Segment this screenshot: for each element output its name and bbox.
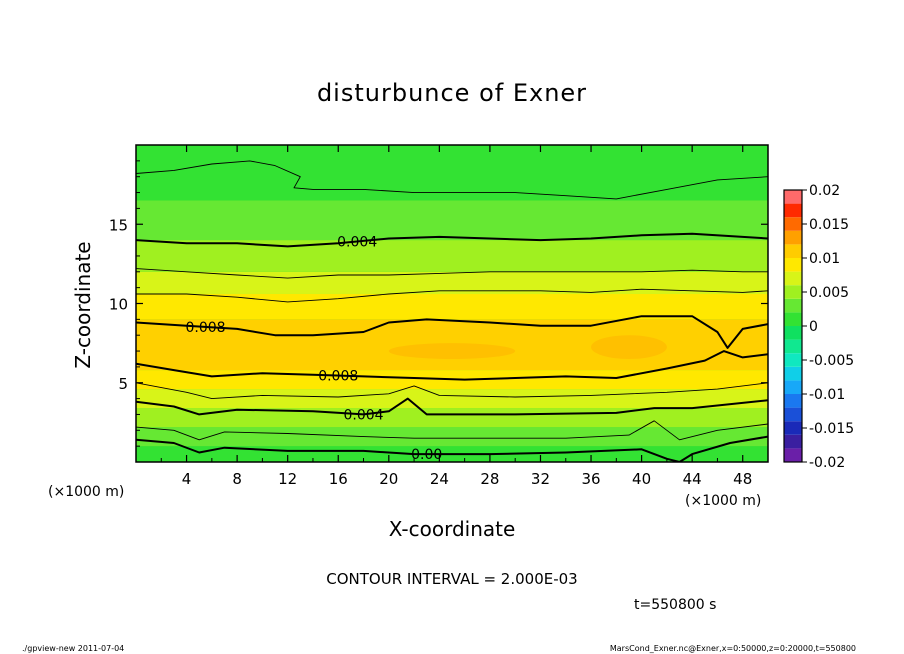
- colorbar-swatch-1: [784, 434, 802, 449]
- footer-right: MarsCond_Exner.nc@Exner,x=0:50000,z=0:20…: [610, 644, 856, 653]
- contour-line-1: [136, 420, 768, 441]
- footer-left: ./gpview-new 2011-07-04: [22, 644, 124, 653]
- contour-label-0: 0.00: [411, 447, 442, 463]
- colorbar-swatch-16: [784, 230, 802, 245]
- colorbar-label-6: -0.01: [809, 387, 845, 403]
- colorbar-label-5: -0.005: [809, 353, 854, 369]
- colorbar-label-3: 0.005: [809, 285, 849, 301]
- x-tick-label-4: 20: [379, 470, 398, 488]
- contour-label-5: 0.008: [185, 320, 225, 336]
- y-tick-label-1: 10: [109, 296, 128, 314]
- x-axis-label: X-coordinate: [389, 517, 516, 541]
- contour-line-2: [136, 397, 768, 416]
- colorbar-swatch-19: [784, 190, 802, 204]
- y-tick-label-0: 5: [118, 375, 128, 393]
- colorbar-swatch-9: [784, 326, 802, 340]
- contour-line-8: [136, 232, 768, 248]
- x-tick-label-10: 44: [683, 470, 702, 488]
- colorbar-swatch-10: [784, 312, 802, 326]
- contour-line-6: [136, 288, 768, 303]
- colorbar-label-7: -0.015: [809, 421, 854, 437]
- x-tick-label-3: 16: [329, 470, 348, 488]
- y-tick-label-2: 15: [109, 216, 128, 234]
- colorbar-swatch-7: [784, 353, 802, 367]
- contour-line-5: [136, 315, 768, 349]
- colorbar-swatch-3: [784, 407, 802, 422]
- chart-title: disturbunce of Exner: [317, 79, 587, 107]
- colorbar-label-4: 0: [809, 319, 818, 335]
- colorbar-swatch-14: [784, 258, 802, 272]
- field-band-8: [136, 240, 768, 272]
- colorbar-swatch-4: [784, 394, 802, 408]
- contour-label-8: 0.004: [337, 234, 377, 250]
- colorbar-swatch-6: [784, 366, 802, 381]
- x-unit-left: (×1000 m): [48, 484, 124, 500]
- colorbar-label-1: 0.015: [809, 217, 849, 233]
- plot-area: [136, 145, 768, 462]
- colorbar-label-8: -0.02: [809, 455, 845, 471]
- x-tick-label-0: 4: [182, 470, 192, 488]
- contour-label-2: 0.004: [343, 407, 383, 423]
- colorbar-label-2: 0.01: [809, 251, 840, 267]
- maximum-patch-0: [388, 343, 516, 359]
- x-tick-label-11: 48: [733, 470, 752, 488]
- maximum-patch-1: [591, 335, 667, 359]
- colorbar-swatch-11: [784, 298, 802, 313]
- field-band-6: [136, 293, 768, 320]
- x-tick-label-6: 28: [480, 470, 499, 488]
- colorbar-swatch-15: [784, 244, 802, 258]
- field-band-3: [136, 389, 768, 409]
- colorbar-swatch-8: [784, 339, 802, 354]
- contour-interval: CONTOUR INTERVAL = 2.000E-03: [326, 570, 577, 588]
- field-band-9: [136, 200, 768, 241]
- field-band-1: [136, 427, 768, 447]
- x-tick-label-8: 36: [581, 470, 600, 488]
- x-tick-label-2: 12: [278, 470, 297, 488]
- contour-line-0: [136, 435, 768, 462]
- time-label: t=550800 s: [634, 597, 716, 613]
- contour-line-9: [136, 160, 768, 200]
- colorbar-label-0: 0.02: [809, 183, 840, 199]
- contour-label-4: 0.008: [318, 369, 358, 385]
- colorbar-swatch-17: [784, 217, 802, 231]
- x-tick-label-9: 40: [632, 470, 651, 488]
- y-axis-label: Z-coordinate: [71, 241, 95, 368]
- x-unit-right: (×1000 m): [685, 493, 761, 509]
- colorbar-swatch-13: [784, 271, 802, 286]
- contour-line-4: [136, 350, 768, 381]
- colorbar-swatch-18: [784, 203, 802, 218]
- x-tick-label-7: 32: [531, 470, 550, 488]
- contour-line-7: [136, 268, 768, 279]
- contour-line-3: [136, 382, 768, 400]
- colorbar-swatch-5: [784, 380, 802, 394]
- x-tick-label-5: 24: [430, 470, 449, 488]
- x-tick-label-1: 8: [232, 470, 242, 488]
- field-band-10: [136, 145, 768, 201]
- colorbar-swatch-0: [784, 448, 802, 462]
- colorbar-swatch-12: [784, 285, 802, 299]
- colorbar-swatch-2: [784, 421, 802, 435]
